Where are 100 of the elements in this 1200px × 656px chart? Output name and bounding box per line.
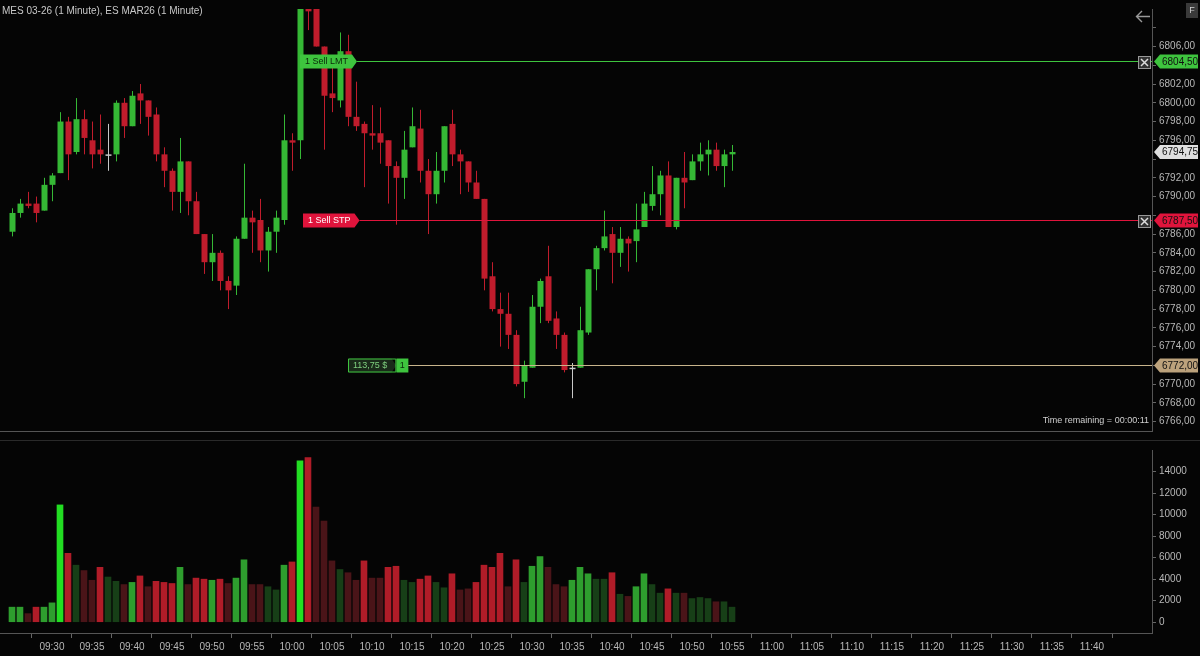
candlestick [521,360,528,399]
candlestick [409,106,416,148]
y-tick-label: 6000 [1159,551,1182,563]
x-tick-label: 10:00 [279,640,305,652]
y-tick-label: 6774,00 [1159,340,1196,352]
bar [144,586,152,623]
y-tick-label: 6790,00 [1159,190,1196,202]
x-tick-label: 11:00 [759,640,785,652]
bar [344,572,352,623]
x-tick-label: 11:25 [959,640,985,652]
candlestick [617,226,624,268]
x-tick-label: 09:40 [119,640,145,652]
annotation: 1 Sell STP [308,215,351,226]
bar [544,567,552,623]
candlestick [265,226,272,273]
x-tick-label: 10:15 [399,640,425,652]
candlestick [145,99,152,137]
candlestick [17,198,24,219]
bar [336,569,344,623]
x-tick-label: 10:20 [439,640,465,652]
bar [64,553,72,623]
candlestick [457,149,464,195]
candlestick [89,121,96,169]
bar [72,564,80,623]
bar [384,567,392,623]
y-tick-label: 0 [1159,615,1165,627]
candlestick [697,142,704,172]
bar [296,460,304,623]
bar [312,506,320,623]
bar [552,584,560,623]
chart-title: MES 03-26 (1 Minute), ES MAR26 (1 Minute) [2,4,203,16]
bar [248,584,256,623]
bar [152,581,160,623]
candlestick [497,292,504,348]
x-tick-label: 10:35 [559,640,585,652]
bar [96,567,104,623]
bar [632,586,640,623]
bar [592,578,600,623]
bar [112,581,120,623]
bar [224,583,232,623]
bar [560,586,568,623]
annotation: 113,75 $ [353,360,388,371]
candlestick [273,210,280,254]
bar [704,598,712,623]
bar [160,582,168,623]
bar [352,579,360,623]
y-tick-label: 4000 [1159,572,1182,584]
bar [88,579,96,623]
candlestick [505,292,512,350]
bar [168,583,176,623]
bar [616,593,624,623]
x-tick-label: 10:10 [359,640,385,652]
candlestick [657,170,664,216]
bar [712,601,720,623]
bar [504,586,512,623]
bar [472,582,480,623]
bar [184,584,192,623]
bar [448,573,456,623]
bar [400,579,408,623]
y-tick-label: 6770,00 [1159,377,1196,389]
candlestick [225,275,232,310]
bar [648,584,656,623]
candlestick [369,104,376,151]
bar [512,559,520,623]
bar [216,578,224,623]
bar [320,520,328,623]
annotation: 1 [399,360,405,371]
bar [128,582,136,623]
candlestick [33,196,40,223]
candlestick [361,121,368,188]
bar [408,582,416,623]
annotation: 1 Sell LMT [305,56,349,67]
candlestick [689,153,696,181]
x-tick-label: 11:15 [879,640,905,652]
y-tick-label: 6782,00 [1159,265,1196,277]
y-tick-label: 6792,00 [1159,171,1196,183]
y-tick-label: 6780,00 [1159,284,1196,296]
bar [528,565,536,623]
candlestick [609,226,616,284]
candlestick [9,207,16,237]
bar [240,559,248,623]
bar [440,587,448,623]
text: F [1189,5,1196,16]
x-tick-label: 10:40 [599,640,625,652]
bar [496,553,504,623]
candlestick [393,160,400,226]
bar [120,584,128,623]
bar [264,586,272,623]
x-tick-label: 09:55 [239,640,265,652]
candlestick [425,158,432,235]
y-tick-label: 6776,00 [1159,321,1196,333]
y-tick-label: 10000 [1159,508,1188,520]
candlestick [49,172,56,202]
ref-line-label: 6772,00 [1162,359,1199,371]
y-tick-label: 12000 [1159,486,1188,498]
bar [480,564,488,623]
text: 6794,75 [1162,146,1199,158]
bar [256,584,264,623]
x-tick-label: 11:30 [999,640,1025,652]
x-tick-label: 11:20 [919,640,945,652]
